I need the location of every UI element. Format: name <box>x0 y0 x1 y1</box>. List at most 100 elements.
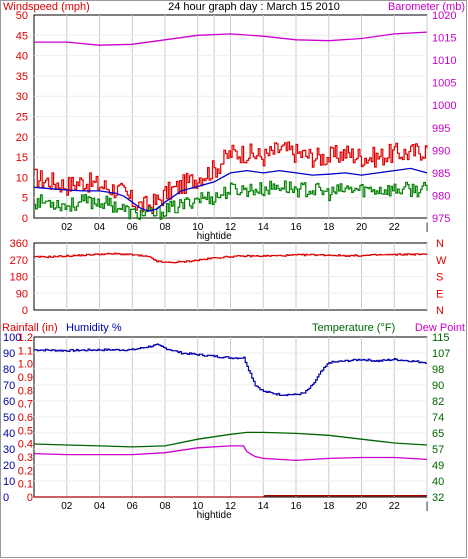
barometer-tick-label: 995 <box>432 123 450 135</box>
rainfall-tick-label: 0.5 <box>18 425 33 437</box>
humidity-tick-label: 50 <box>3 412 15 424</box>
barometer-tick-label: 1005 <box>432 78 456 90</box>
x-tick-label: | <box>426 222 429 233</box>
windspeed-line <box>34 141 428 215</box>
rainfall-line <box>34 495 427 498</box>
windspeed-tick-label: 0 <box>22 213 28 225</box>
wind-direction-line <box>34 252 428 264</box>
direction-degree-tick: 270 <box>10 255 28 267</box>
x-tick-label: 12 <box>225 222 237 233</box>
barometer-axis-label: Barometer (mb) <box>388 1 465 13</box>
humidity-tick-label: 60 <box>3 396 15 408</box>
x-tick-label: 04 <box>94 501 106 512</box>
temperature-tick-label: 90 <box>432 380 444 392</box>
x-tick-label: 06 <box>127 501 139 512</box>
barometer-tick-label: 975 <box>432 213 450 225</box>
barometer-tick-label: 990 <box>432 145 450 157</box>
humidity-line <box>34 343 427 397</box>
humidity-axis-label: Humidity % <box>66 322 122 334</box>
rainfall-tick-label: 0.3 <box>18 452 33 464</box>
rainfall-tick-label: 0.8 <box>18 385 33 397</box>
barometer-tick-label: 1020 <box>432 10 456 22</box>
temperature-tick-label: 98 <box>432 364 444 376</box>
windspeed-tick-label: 30 <box>16 91 28 103</box>
rainfall-tick-label: 0.7 <box>18 399 33 411</box>
barometer-tick-label: 985 <box>432 168 450 180</box>
windspeed-tick-label: 20 <box>16 132 28 144</box>
barometer-tick-label: 1015 <box>432 33 456 45</box>
x-tick-label: 08 <box>159 222 171 233</box>
temperature-axis-label: Temperature (°F) <box>312 322 395 334</box>
rainfall-tick-label: 0.9 <box>18 372 33 384</box>
dewpoint-axis-label: Dew Point <box>415 322 465 334</box>
dewpoint-line <box>33 445 428 462</box>
windspeed-tick-label: 5 <box>22 193 28 205</box>
windspeed-tick-label: 25 <box>16 112 28 124</box>
x-tick-label: 22 <box>389 501 401 512</box>
barometer-tick-label: 1000 <box>432 100 456 112</box>
direction-degree-tick: 360 <box>10 238 28 250</box>
humidity-tick-label: 70 <box>3 380 15 392</box>
compass-tick-label: E <box>436 288 443 300</box>
x-tick-label: 02 <box>61 222 73 233</box>
gust-line <box>34 180 428 220</box>
x-tick-label: 20 <box>356 501 368 512</box>
rainfall-tick-label: 0.6 <box>18 412 33 424</box>
rainfall-tick-label: 1.2 <box>18 332 33 344</box>
humidity-tick-label: 100 <box>3 332 21 344</box>
x-tick-label: | <box>426 501 429 512</box>
x-tick-label: 10 <box>192 222 204 233</box>
compass-tick-label: W <box>436 255 447 267</box>
rainfall-tick-label: 1.1 <box>18 345 33 357</box>
rainfall-tick-label: 0 <box>27 492 33 504</box>
temperature-tick-label: 49 <box>432 460 444 472</box>
rainfall-tick-label: 1.0 <box>18 359 33 371</box>
temperature-tick-label: 115 <box>432 332 450 344</box>
temperature-tick-label: 82 <box>432 396 444 408</box>
temperature-tick-label: 65 <box>432 428 444 440</box>
direction-degree-tick: 180 <box>10 272 28 284</box>
temperature-line <box>33 431 428 448</box>
x-tick-label: 06 <box>127 222 139 233</box>
humidity-tick-label: 30 <box>3 444 15 456</box>
windspeed-axis-label: Windspeed (mph) <box>3 1 90 13</box>
x-tick-label: 16 <box>290 501 302 512</box>
x-tick-label: 18 <box>323 501 335 512</box>
graph-title: 24 hour graph day : March 15 2010 <box>168 1 340 13</box>
humidity-tick-label: 0 <box>3 492 9 504</box>
compass-tick-label: N <box>436 305 444 317</box>
compass-tick-label: S <box>436 272 443 284</box>
rainfall-tick-label: 0.4 <box>18 439 33 451</box>
humidity-tick-label: 90 <box>3 348 15 360</box>
humidity-tick-label: 40 <box>3 428 15 440</box>
x-tick-label-hightide: hightide <box>197 231 232 242</box>
temperature-tick-label: 57 <box>432 444 444 456</box>
rainfall-tick-label: 0.1 <box>18 479 33 491</box>
rainfall-axis-label: Rainfall (in) <box>2 322 58 334</box>
x-tick-label: 14 <box>258 222 270 233</box>
x-tick-label: 18 <box>323 222 335 233</box>
temperature-tick-label: 40 <box>432 476 444 488</box>
windspeed-tick-label: 45 <box>16 30 28 42</box>
barometer-tick-label: 1010 <box>432 55 456 67</box>
x-tick-label: 04 <box>94 222 106 233</box>
humidity-tick-label: 20 <box>3 460 15 472</box>
rainfall-tick-label: 0.2 <box>18 465 33 477</box>
humidity-tick-label: 80 <box>3 364 15 376</box>
x-tick-label: 08 <box>159 501 171 512</box>
barometer-trend-line <box>34 31 428 46</box>
temperature-tick-label: 74 <box>432 412 444 424</box>
x-tick-label: 22 <box>389 222 401 233</box>
x-tick-label: 14 <box>258 501 270 512</box>
compass-tick-label: N <box>436 238 444 250</box>
barometer-tick-label: 980 <box>432 190 450 202</box>
x-tick-label: 16 <box>290 222 302 233</box>
x-tick-label: 12 <box>225 501 237 512</box>
barometer-line <box>33 167 428 212</box>
windspeed-tick-label: 40 <box>16 51 28 63</box>
temperature-tick-label: 32 <box>432 492 444 504</box>
direction-degree-tick: 0 <box>22 305 28 317</box>
windspeed-tick-label: 10 <box>16 172 28 184</box>
humidity-tick-label: 10 <box>3 476 15 488</box>
